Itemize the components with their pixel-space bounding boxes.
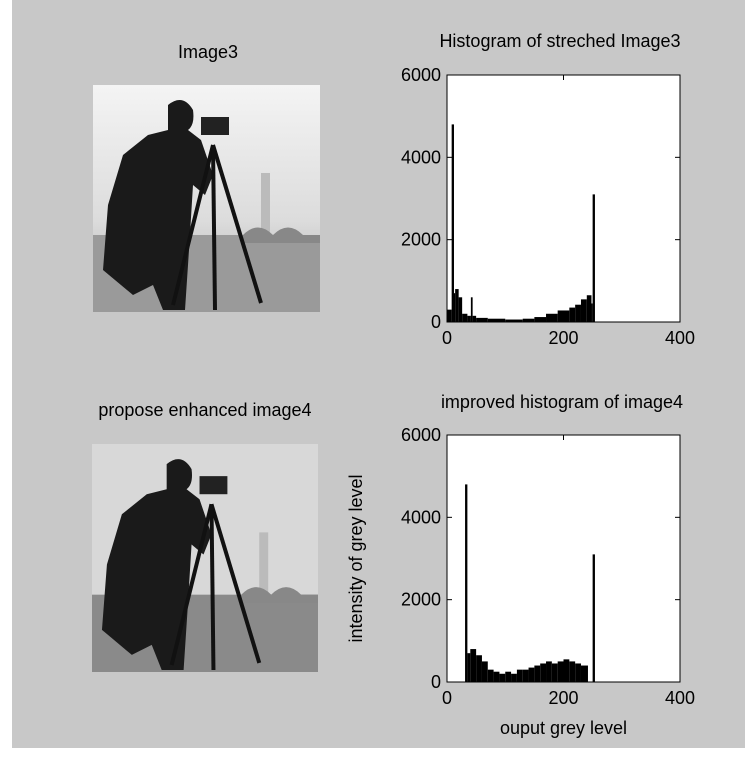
x-tick-label: 200 (548, 328, 578, 348)
histogram-bar (454, 293, 455, 322)
plot-area (447, 435, 680, 682)
y-axis-label: intensity of grey level (346, 474, 366, 642)
x-axis-label: ouput grey level (500, 718, 627, 738)
histogram-bar (564, 659, 570, 682)
histogram-bar (476, 655, 482, 682)
histogram-bar (593, 194, 595, 322)
y-tick-label: 2000 (401, 230, 441, 250)
y-tick-label: 6000 (401, 425, 441, 445)
chart-title: propose enhanced image4 (98, 400, 311, 420)
histogram-bar (505, 672, 511, 682)
histogram-bar (470, 649, 476, 682)
histogram-bar (546, 661, 552, 682)
histogram-bar (452, 124, 454, 322)
y-tick-label: 2000 (401, 590, 441, 610)
histogram-bar (467, 316, 470, 322)
y-tick-label: 6000 (401, 65, 441, 85)
x-tick-label: 200 (548, 688, 578, 708)
histogram-bar (540, 663, 546, 682)
histogram-bar (581, 299, 587, 322)
histogram-bar (546, 314, 558, 322)
histogram-bar (534, 317, 546, 322)
x-tick-label: 0 (442, 328, 452, 348)
histogram-bar (581, 666, 588, 682)
histogram-bar (558, 661, 564, 682)
plot-area (447, 75, 680, 322)
histogram-bar (591, 303, 592, 322)
image-tripod-leg (213, 145, 215, 310)
image (93, 85, 320, 312)
chart-title: improved histogram of image4 (441, 392, 683, 412)
histogram-bar (575, 663, 581, 682)
image-tower (261, 173, 270, 233)
histogram-bar (488, 670, 494, 682)
histogram-bar (462, 314, 467, 322)
image-camera (200, 476, 228, 494)
histogram-bar (459, 297, 462, 322)
x-tick-label: 400 (665, 328, 695, 348)
histogram-bar (455, 289, 458, 322)
x-tick-label: 0 (442, 688, 452, 708)
histogram-bar (447, 310, 452, 322)
y-tick-label: 0 (431, 672, 441, 692)
histogram-bar (511, 674, 517, 682)
histogram-bar (494, 672, 500, 682)
histogram-bar (467, 653, 470, 682)
histogram-bar (569, 308, 575, 322)
histogram-bar (523, 670, 529, 682)
histogram-bar (575, 305, 581, 322)
y-tick-label: 0 (431, 312, 441, 332)
histogram-bar (552, 663, 558, 682)
chart-title: Image3 (178, 42, 238, 62)
y-tick-label: 4000 (401, 507, 441, 527)
histogram-bar (473, 316, 476, 322)
histogram-bar (499, 674, 505, 682)
histogram-bar (534, 666, 540, 682)
histogram-bar (476, 318, 488, 322)
histogram-bar (587, 295, 592, 322)
histogram-bar (517, 670, 523, 682)
image-tripod-leg (211, 504, 213, 670)
y-tick-label: 4000 (401, 147, 441, 167)
x-tick-label: 400 (665, 688, 695, 708)
histogram-bar (593, 554, 595, 682)
image-tower (259, 532, 268, 592)
histogram-bar (465, 484, 467, 682)
figure: Image302004000200040006000Histogram of s… (0, 0, 745, 760)
histogram-bar (529, 668, 535, 682)
image-camera (201, 117, 229, 135)
image (92, 444, 318, 672)
chart-title: Histogram of streched Image3 (439, 31, 680, 51)
histogram-bar (471, 297, 473, 322)
histogram-bar (569, 661, 575, 682)
histogram-bar (482, 661, 488, 682)
